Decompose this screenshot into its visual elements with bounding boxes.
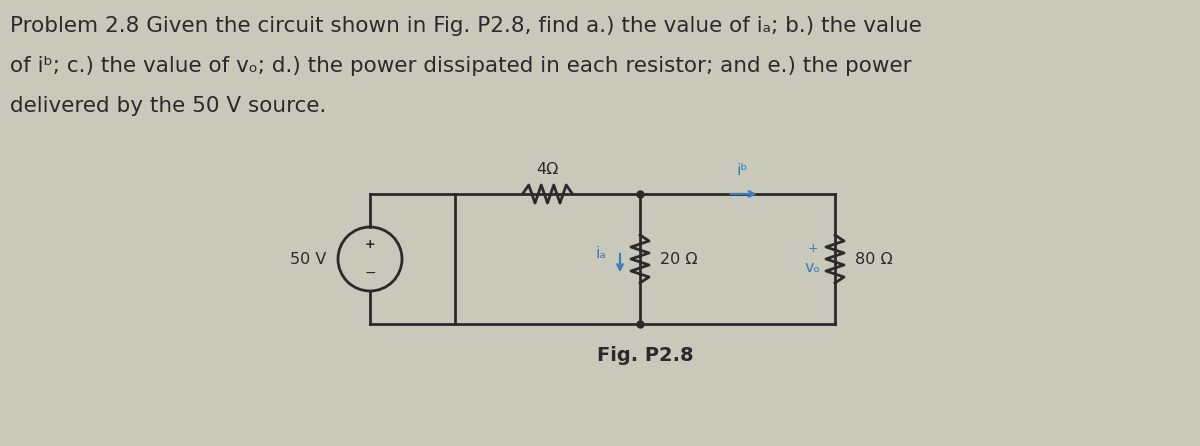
Text: 50 V: 50 V (290, 252, 326, 267)
Text: Problem 2.8 Given the circuit shown in Fig. P2.8, find a.) the value of iₐ; b.) : Problem 2.8 Given the circuit shown in F… (10, 16, 922, 36)
Text: iᵇ: iᵇ (737, 163, 748, 178)
Text: iₐ: iₐ (595, 245, 606, 260)
Text: Fig. P2.8: Fig. P2.8 (596, 346, 694, 365)
Text: 80 Ω: 80 Ω (854, 252, 893, 267)
Text: vₒ: vₒ (805, 260, 821, 274)
Text: 20 Ω: 20 Ω (660, 252, 697, 267)
Text: +: + (365, 239, 376, 252)
Text: delivered by the 50 V source.: delivered by the 50 V source. (10, 96, 326, 116)
Text: 4Ω: 4Ω (536, 162, 559, 177)
Text: −: − (364, 266, 376, 280)
Text: of iᵇ; c.) the value of vₒ; d.) the power dissipated in each resistor; and e.) t: of iᵇ; c.) the value of vₒ; d.) the powe… (10, 56, 912, 76)
Text: +: + (808, 243, 818, 256)
